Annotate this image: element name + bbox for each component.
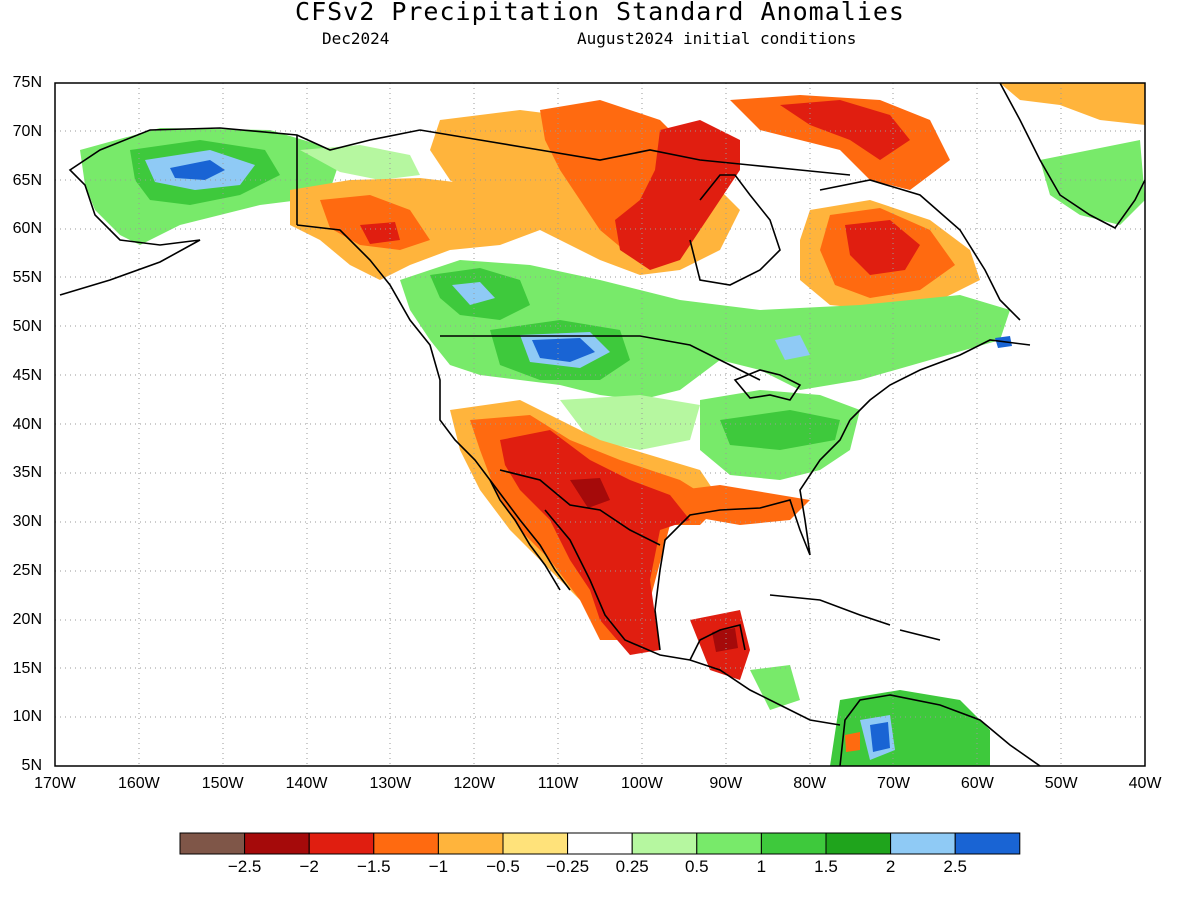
lat-label-5n: 5N [21,757,42,775]
lat-label-50n: 50N [12,318,42,335]
lon-label-90w: 90W [709,775,743,792]
lat-label-40n: 40N [12,415,42,433]
us-mexico-border [499,469,661,546]
colorbar-swatch-8 [696,832,762,855]
lon-label-140w: 140W [285,775,328,792]
colorbar-label-9: 1.5 [814,857,838,876]
colorbar-swatch-11 [890,832,956,855]
lon-label-70w: 70W [877,775,910,792]
baja [489,479,561,591]
initial-conditions-label: August2024 initial conditions [577,29,857,48]
lon-label-80w: 80W [793,775,827,792]
hispaniola [899,629,941,641]
colorbar-label-11: 2.5 [943,857,967,876]
colorbar-label-8: 1 [756,857,767,876]
colorbar-swatch-6 [567,832,633,855]
colorbar-swatch-3 [373,832,439,855]
gulf-coast [654,419,851,651]
lon-label-50w: 50W [1044,775,1078,792]
great-lakes [733,369,802,401]
ohio-valley-wet [720,410,840,450]
arctic-islands-red [780,100,910,160]
colorbar-swatch-10 [825,832,892,855]
colorbar [179,832,1021,855]
yukon-dry-core [320,195,430,250]
south-america-wet [830,690,990,766]
lat-label-10n: 10N [12,708,42,726]
hudson-dry-red [615,120,740,270]
colorbar-swatch-12 [954,832,1021,855]
colorbar-swatch-9 [760,832,827,855]
central-america-wet [750,665,800,710]
coastlines [59,83,1145,766]
arctic-coast [419,129,851,176]
lat-label-45n: 45N [12,366,42,384]
lon-label-100w: 100W [621,775,663,792]
mexico-west-coast [544,509,841,726]
colorbar-swatch-2 [308,832,375,855]
montana-blue-core [532,338,595,362]
lat-label-35n: 35N [12,464,42,482]
greenland-dry [1000,83,1145,125]
colorbar-swatch-7 [631,832,698,855]
colorbar-swatch-0 [179,832,246,855]
lon-label-160w: 160W [117,775,160,792]
colorbar-label-4: −0.5 [486,857,520,876]
central-america-darkred [712,628,738,652]
lat-label-75n: 75N [12,74,42,91]
lon-label-120w: 120W [453,775,496,792]
lon-label-130w: 130W [369,775,412,792]
greenland-coast [999,83,1145,230]
lat-label-25n: 25N [12,562,42,579]
colorbar-swatch-1 [244,832,310,855]
lon-label-110w: 110W [537,775,579,792]
east-coast [849,339,1031,421]
labrador-dry-red [845,220,920,275]
colorbar-swatch-4 [437,832,504,855]
lat-label-65n: 65N [12,171,42,189]
southwest-darkred [570,478,610,508]
alaska-blue-core [170,160,225,180]
lat-label-55n: 55N [12,269,42,287]
lon-label-40w: 40W [1128,775,1162,792]
central-us-light [560,395,700,450]
map-frame [54,82,1146,767]
south-america-blue [870,722,890,752]
lon-label-150w: 150W [201,775,244,792]
colorbar-label-1: −2 [299,857,319,876]
colorbar-label-7: 0.5 [684,857,709,876]
west-coast [296,224,571,591]
cuba [769,594,891,626]
colorbar-label-6: 0.25 [615,857,649,876]
lat-label-60n: 60N [12,220,42,238]
labrador-coast [819,179,1021,321]
quebec-wet-blue [775,335,810,360]
graticule [55,83,1145,766]
lon-label-170w: 170W [34,775,76,792]
colorbar-label-0: −2.5 [227,857,262,876]
south-america-dry [845,732,860,752]
colorbar-label-5: −0.25 [546,857,590,876]
south-america-coast [839,694,1041,766]
yucatan [689,624,746,661]
colorbar-label-10: 2 [885,857,896,876]
lat-label-30n: 30N [12,513,42,531]
lat-label-15n: 15N [12,659,42,677]
map-title: CFSv2 Precipitation Standard Anomalies [295,0,905,26]
lat-label-20n: 20N [12,610,42,628]
greenland-wet [1040,140,1145,225]
arctic-islands-dry [730,95,950,190]
us-canada-border [440,335,761,381]
alaska-coast [59,127,421,296]
valid-month-label: Dec2024 [322,29,390,48]
colorbar-label-3: −1 [428,857,449,876]
colorbar-label-2: −1.5 [357,857,391,876]
gulf-coast-dry [680,485,810,525]
hudson-bay [689,174,781,286]
colorbar-swatch-5 [502,832,569,855]
lon-label-60w: 60W [960,775,994,792]
lat-label-70n: 70N [12,122,42,140]
